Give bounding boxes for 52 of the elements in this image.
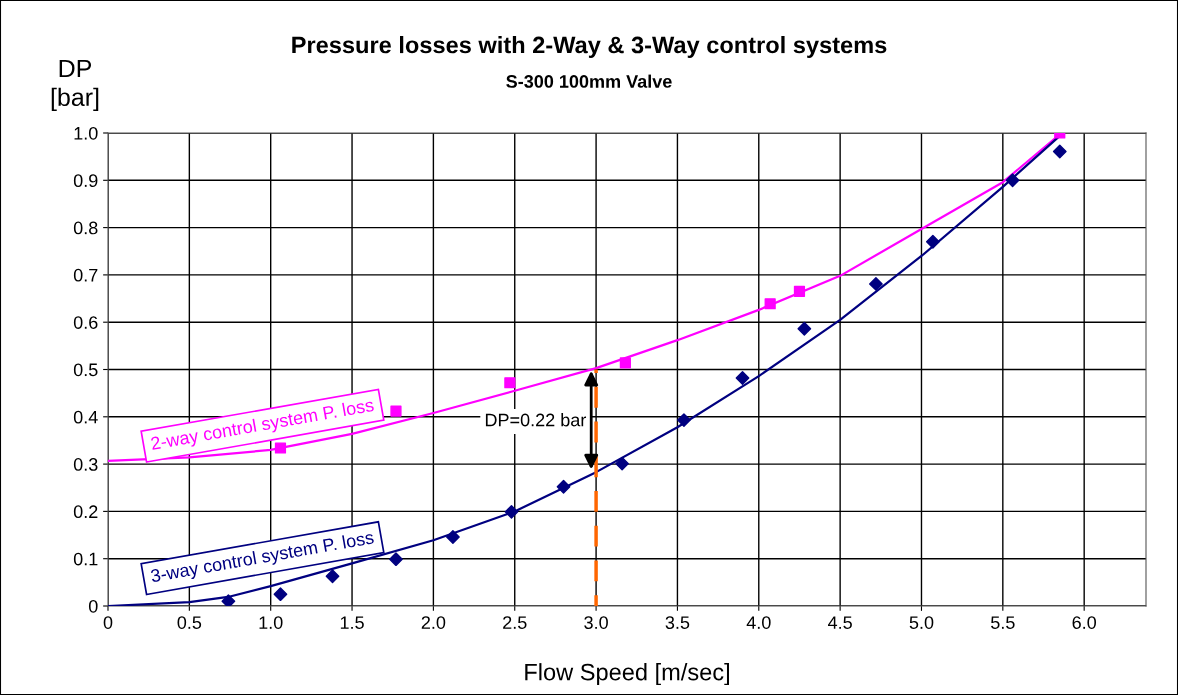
y-tick-label: 0.4	[73, 410, 98, 424]
y-tick-label: 0.8	[73, 221, 98, 235]
y-tick-label: 0.9	[73, 174, 98, 188]
annotation: DP=0.22 bar	[485, 413, 587, 427]
x-tick-label: 5.0	[909, 616, 934, 629]
point	[793, 285, 806, 298]
point	[221, 594, 236, 606]
point	[619, 357, 631, 369]
x-tick-label: 3.5	[665, 616, 690, 629]
x-tick-label: 0	[103, 616, 113, 629]
point	[325, 569, 340, 584]
x-tick-label: 4.5	[828, 616, 852, 629]
point	[446, 530, 460, 544]
y-axis-title: DP [bar]	[51, 59, 99, 112]
point	[389, 552, 403, 567]
y-tick-label: 0.3	[73, 458, 98, 471]
x-tick-label: 6.0	[1072, 616, 1097, 629]
point	[1005, 173, 1020, 188]
point	[556, 479, 571, 494]
point	[504, 504, 519, 519]
chart-title: Pressure losses with 2-Way & 3-Way control systems	[292, 36, 887, 58]
text: 2-way control system P. loss	[150, 397, 375, 454]
point	[273, 587, 288, 602]
x-tick-label: 4.0	[746, 616, 771, 629]
y-tick-label: 0	[88, 599, 98, 613]
point	[925, 234, 940, 249]
point	[504, 377, 516, 389]
point	[797, 321, 812, 336]
x-tick-label: 2.0	[421, 616, 446, 629]
x-tick-label: 1.5	[340, 616, 364, 629]
point	[1052, 144, 1067, 159]
y-tick-label: 0.7	[73, 268, 98, 282]
point	[615, 456, 630, 471]
y-tick-label: 0.2	[73, 505, 98, 519]
x-tick-label: 3.0	[584, 616, 608, 629]
x-axis-title: Flow Speed [m/sec]	[525, 663, 729, 686]
point	[735, 371, 750, 385]
y-tick-label: 0.6	[73, 316, 98, 329]
y-tick-label: 0.5	[73, 363, 98, 377]
point	[764, 298, 776, 310]
point	[390, 405, 402, 417]
x-tick-label: 5.5	[991, 616, 1015, 629]
point	[274, 442, 287, 454]
text: 3-way control system P. loss	[150, 530, 375, 586]
y-tick-label: 0.1	[73, 552, 98, 566]
x-tick-label: 1.0	[259, 616, 283, 629]
point	[677, 413, 691, 428]
chart-subtitle: S-300 100mm Valve	[506, 74, 672, 88]
point	[869, 276, 883, 291]
y-tick-label: 1.0	[74, 126, 98, 140]
x-tick-label: 0.5	[177, 616, 202, 629]
x-tick-label: 2.5	[503, 616, 527, 629]
